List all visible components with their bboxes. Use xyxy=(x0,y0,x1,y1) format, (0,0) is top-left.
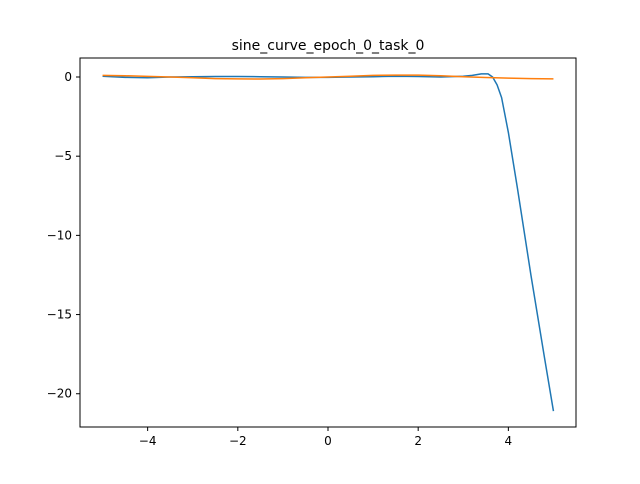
series-line-2 xyxy=(102,74,554,80)
x-axis: −4 −2 0 2 4 xyxy=(139,427,512,448)
y-tick-label: −20 xyxy=(47,387,72,401)
x-tick-label: −4 xyxy=(139,434,157,448)
chart-title: sine_curve_epoch_0_task_0 xyxy=(232,38,425,54)
series-line-1 xyxy=(102,73,555,412)
series-layer xyxy=(102,73,555,412)
x-tick-label: −2 xyxy=(229,434,247,448)
y-tick-label: 0 xyxy=(64,70,72,84)
y-tick-label: −15 xyxy=(47,308,72,322)
x-tick-label: 4 xyxy=(505,434,513,448)
x-tick-label: 0 xyxy=(324,434,332,448)
y-tick-label: −5 xyxy=(54,149,72,163)
y-axis: 0 −5 −10 −15 −20 xyxy=(47,70,80,401)
y-tick-label: −10 xyxy=(47,228,72,242)
x-tick-label: 2 xyxy=(414,434,422,448)
